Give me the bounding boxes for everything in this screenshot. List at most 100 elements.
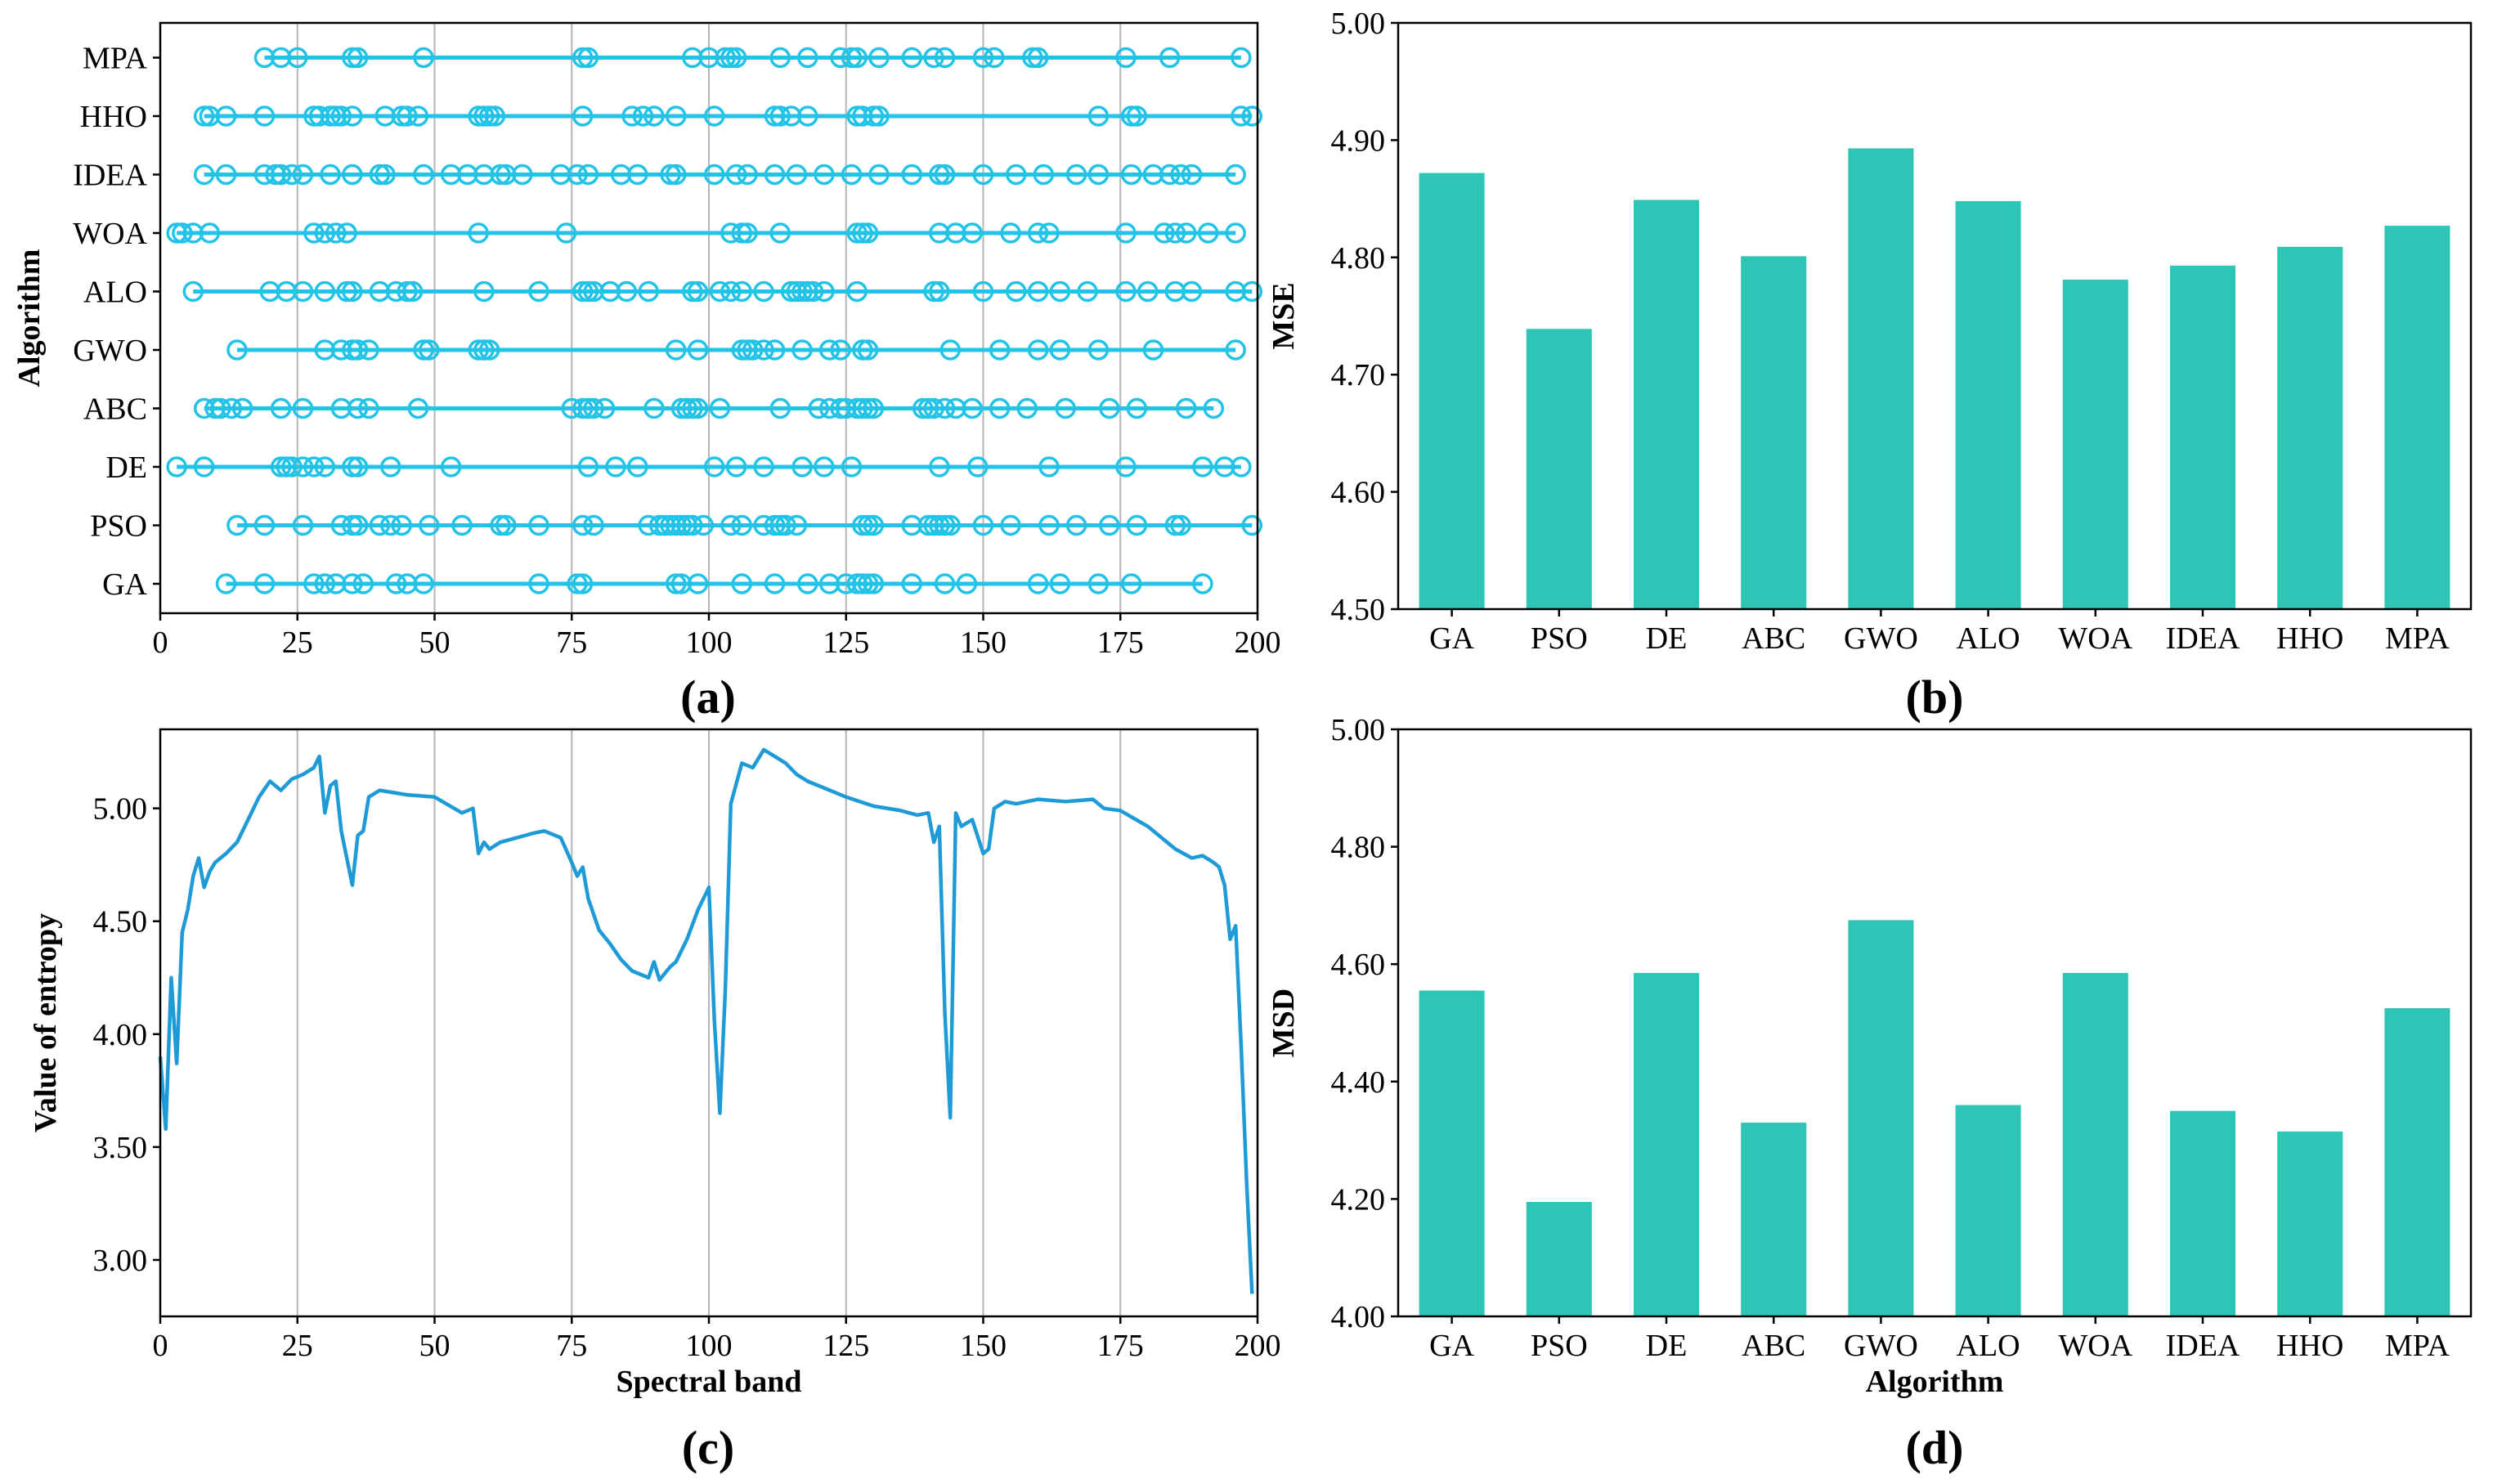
- band-marker-hho: [468, 105, 489, 127]
- band-marker-pso: [253, 514, 276, 536]
- x-axis-label: Spectral band: [617, 1365, 802, 1399]
- band-marker-idea: [413, 164, 434, 186]
- band-marker-de: [1213, 456, 1235, 477]
- band-marker-pso: [1126, 514, 1148, 536]
- band-marker-idea: [1159, 164, 1181, 186]
- band-marker-mpa: [698, 47, 720, 69]
- band-marker-mpa: [972, 47, 994, 69]
- y-tick-label: 4.50: [93, 905, 148, 939]
- bar-gwo: [1848, 920, 1914, 1316]
- band-marker-alo: [583, 280, 604, 303]
- band-marker-pso: [786, 514, 808, 536]
- x-axis-label: Algorithm: [1866, 1365, 2004, 1399]
- band-marker-pso: [901, 514, 923, 536]
- x-tick-label: 150: [960, 625, 1007, 660]
- band-marker-pso: [775, 514, 796, 536]
- band-marker-hho: [1087, 105, 1110, 127]
- band-marker-woa: [468, 222, 489, 244]
- band-marker-abc: [1016, 397, 1038, 419]
- band-marker-idea: [369, 164, 391, 186]
- band-marker-pso: [638, 514, 659, 536]
- band-marker-mpa: [934, 47, 956, 69]
- band-marker-gwo: [468, 339, 489, 361]
- band-marker-alo: [709, 280, 731, 303]
- band-marker-ga: [863, 573, 885, 594]
- band-marker-ga: [215, 573, 237, 594]
- bar-hho: [2277, 246, 2343, 609]
- band-marker-pso: [226, 514, 248, 536]
- band-marker-mpa: [868, 47, 890, 69]
- bar-idea: [2169, 1110, 2236, 1316]
- band-marker-pso: [391, 514, 412, 536]
- band-marker-abc: [204, 397, 226, 419]
- bar-mpa: [2384, 1008, 2450, 1316]
- band-marker-gwo: [939, 339, 961, 361]
- band-marker-de: [841, 456, 863, 477]
- band-marker-hho: [215, 105, 237, 127]
- band-marker-pso: [369, 514, 391, 536]
- x-tick-label: HHO: [2276, 1329, 2343, 1363]
- band-marker-gwo: [1225, 339, 1246, 361]
- band-marker-pso: [769, 514, 791, 536]
- band-marker-ga: [665, 573, 687, 594]
- band-marker-mpa: [1231, 47, 1252, 69]
- band-marker-pso: [693, 514, 715, 536]
- x-tick-label: ABC: [1742, 621, 1805, 656]
- band-marker-gwo: [687, 339, 709, 361]
- band-marker-ga: [397, 573, 418, 594]
- band-marker-woa: [1027, 222, 1049, 244]
- band-marker-pso: [654, 514, 676, 536]
- band-marker-de: [193, 456, 215, 477]
- y-tick-label: 4.20: [1331, 1182, 1386, 1217]
- band-marker-abc: [330, 397, 352, 419]
- x-tick-label: 200: [1235, 1329, 1281, 1363]
- band-marker-alo: [846, 280, 868, 303]
- band-marker-mpa: [797, 47, 818, 69]
- bar-hho: [2277, 1131, 2343, 1316]
- band-marker-mpa: [846, 47, 868, 69]
- band-marker-de: [753, 456, 774, 477]
- y-tick-label: WOA: [73, 217, 147, 251]
- band-marker-de: [1192, 456, 1213, 477]
- band-marker-hho: [391, 105, 412, 127]
- band-marker-mpa: [720, 47, 742, 69]
- band-marker-abc: [270, 397, 292, 419]
- x-tick-label: 25: [282, 625, 313, 660]
- band-marker-idea: [1033, 164, 1055, 186]
- band-marker-pso: [1099, 514, 1120, 536]
- band-marker-gwo: [478, 339, 500, 361]
- band-marker-idea: [567, 164, 588, 186]
- band-marker-abc: [1099, 397, 1120, 419]
- band-marker-idea: [550, 164, 572, 186]
- band-marker-alo: [797, 280, 818, 303]
- band-marker-gwo: [764, 339, 786, 361]
- band-marker-ga: [567, 573, 588, 594]
- band-marker-idea: [320, 164, 341, 186]
- band-marker-alo: [397, 280, 418, 303]
- band-marker-mpa: [253, 47, 276, 69]
- band-marker-gwo: [226, 339, 248, 361]
- band-marker-alo: [638, 280, 659, 303]
- band-marker-alo: [1115, 280, 1137, 303]
- band-marker-de: [314, 456, 336, 477]
- band-marker-hho: [253, 105, 276, 127]
- y-tick-label: 4.60: [1331, 948, 1386, 982]
- band-marker-ga: [1192, 573, 1213, 594]
- bar-ga: [1419, 173, 1485, 609]
- y-tick-label: 4.70: [1331, 358, 1386, 392]
- x-tick-label: GWO: [1844, 621, 1918, 656]
- band-marker-idea: [1170, 164, 1191, 186]
- band-marker-mpa: [830, 47, 851, 69]
- band-marker-alo: [528, 280, 549, 303]
- band-marker-idea: [1120, 164, 1142, 186]
- band-marker-abc: [769, 397, 791, 419]
- band-marker-idea: [342, 164, 363, 186]
- band-marker-hho: [846, 105, 868, 127]
- band-marker-ga: [934, 573, 956, 594]
- band-marker-gwo: [330, 339, 352, 361]
- band-marker-pso: [682, 514, 703, 536]
- band-marker-hho: [473, 105, 495, 127]
- band-marker-abc: [682, 397, 703, 419]
- band-marker-alo: [572, 280, 594, 303]
- band-marker-hho: [320, 105, 341, 127]
